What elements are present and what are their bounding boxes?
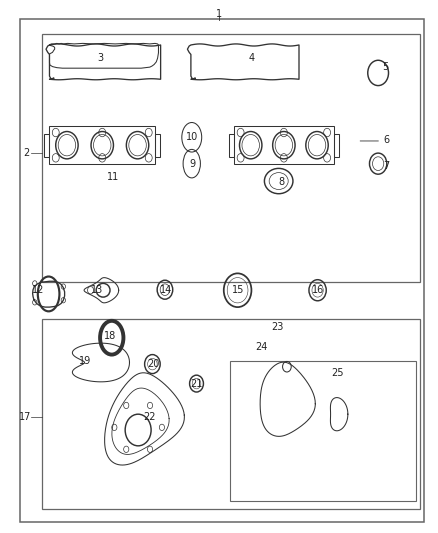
Bar [44,134,49,157]
Bar [49,126,155,164]
Text: 10: 10 [186,132,198,142]
Text: 2: 2 [24,148,30,158]
Text: 12: 12 [32,285,44,295]
Text: 20: 20 [147,359,159,369]
Text: 16: 16 [311,285,324,295]
Text: 4: 4 [248,53,254,63]
Text: 22: 22 [144,412,156,422]
Text: 13: 13 [91,285,103,295]
Text: 3: 3 [97,53,103,63]
Text: 5: 5 [382,62,389,72]
Text: 21: 21 [191,378,203,389]
Text: 25: 25 [332,368,344,378]
Text: 19: 19 [79,357,91,367]
Bar [334,134,339,157]
Text: 6: 6 [384,135,390,145]
Bar [234,126,334,164]
Bar [230,361,416,501]
Text: 15: 15 [232,285,245,295]
Bar [42,35,420,282]
Bar [155,134,160,157]
Text: 17: 17 [19,412,32,422]
Bar [42,319,420,509]
Text: 11: 11 [107,172,119,182]
Text: 18: 18 [104,331,116,341]
Text: 9: 9 [189,159,195,168]
Text: 14: 14 [160,285,173,295]
Text: 7: 7 [384,161,390,171]
Text: 23: 23 [271,322,283,332]
Text: 8: 8 [279,177,285,187]
Text: 1: 1 [216,10,222,19]
Bar [229,134,234,157]
Text: 24: 24 [255,342,268,352]
